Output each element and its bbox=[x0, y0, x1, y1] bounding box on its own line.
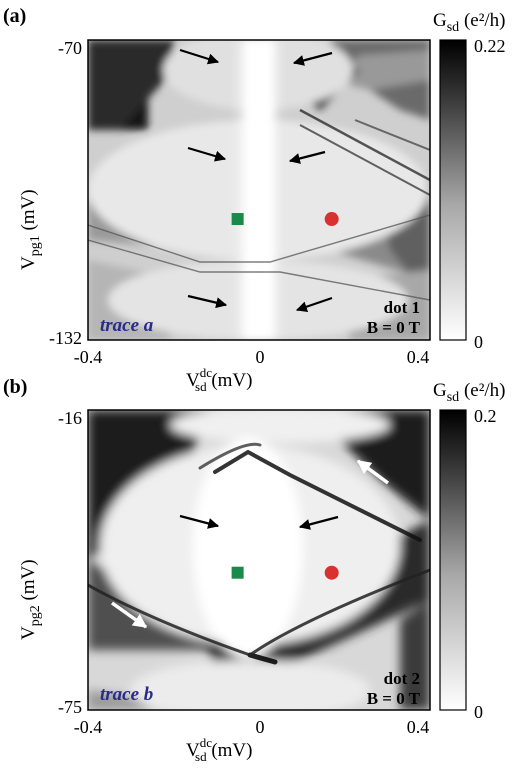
plot-frame-b bbox=[87, 409, 431, 711]
colorbar-title-a: Gsd (e²/h) bbox=[433, 10, 506, 35]
x-axis-label-b: Vdc sd (mV) bbox=[186, 735, 252, 764]
y-tick-top-b: -16 bbox=[58, 408, 82, 428]
square-marker bbox=[231, 213, 244, 226]
x-tick-mid-b: 0 bbox=[256, 717, 265, 737]
x-tick-mid-a: 0 bbox=[256, 347, 265, 367]
arrow-icon bbox=[179, 48, 220, 65]
panel-a: trace a dot 1 B = 0 T (a) -70 -132 -0.4 … bbox=[3, 5, 506, 394]
colorbar-max-a: 0.22 bbox=[474, 36, 506, 56]
heatmap-a bbox=[88, 40, 430, 340]
circle-marker bbox=[324, 565, 339, 580]
x-tick-left-a: -0.4 bbox=[74, 347, 103, 367]
colorbar-min-b: 0 bbox=[474, 702, 483, 722]
circle-marker bbox=[324, 212, 339, 227]
dot-label-a: dot 1 bbox=[384, 298, 420, 317]
x-axis-label-a: Vdc sd (mV) bbox=[186, 365, 252, 394]
colorbar-max-b: 0.2 bbox=[474, 406, 497, 426]
arrows-b bbox=[110, 459, 390, 629]
panel-b: trace b dot 2 B = 0 T (b) -16 -75 -0.4 0… bbox=[3, 376, 506, 764]
arrow-icon bbox=[187, 294, 228, 309]
arrow-icon bbox=[298, 515, 339, 530]
heatmap-b bbox=[88, 410, 430, 710]
y-tick-top-a: -70 bbox=[58, 38, 82, 58]
arrow-icon bbox=[292, 51, 333, 66]
dot-label-b: dot 2 bbox=[384, 669, 420, 688]
arrow-icon bbox=[179, 514, 220, 529]
arrow-icon bbox=[110, 601, 148, 629]
y-axis-label-b: Vpg2 (mV) bbox=[18, 559, 43, 640]
panel-label-b: (b) bbox=[3, 376, 27, 398]
trace-label-b: trace b bbox=[100, 684, 153, 705]
colorbar-b: Gsd (e²/h) 0.2 0 bbox=[433, 380, 506, 722]
x-tick-right-b: 0.4 bbox=[407, 717, 430, 737]
colorbar-title-b: Gsd (e²/h) bbox=[433, 380, 506, 405]
y-tick-bottom-a: -132 bbox=[49, 328, 82, 348]
square-marker bbox=[231, 566, 244, 579]
colorbar-a: Gsd (e²/h) 0.22 0 bbox=[433, 10, 506, 352]
y-tick-bottom-b: -75 bbox=[58, 697, 82, 717]
y-axis-label-a: Vpg1 (mV) bbox=[18, 189, 43, 270]
markers-a bbox=[231, 212, 339, 227]
arrow-icon bbox=[187, 146, 227, 162]
x-tick-right-a: 0.4 bbox=[407, 347, 430, 367]
colorbar-min-a: 0 bbox=[474, 332, 483, 352]
plot-frame-a bbox=[87, 39, 431, 341]
x-tick-left-b: -0.4 bbox=[74, 717, 103, 737]
field-label-a: B = 0 T bbox=[367, 318, 421, 337]
arrow-icon bbox=[295, 296, 333, 312]
field-label-b: B = 0 T bbox=[367, 689, 421, 708]
arrow-icon bbox=[288, 150, 326, 164]
trace-label-a: trace a bbox=[100, 315, 154, 336]
arrows-a bbox=[179, 48, 333, 312]
panel-label-a: (a) bbox=[3, 5, 26, 27]
markers-b bbox=[231, 565, 339, 580]
arrow-icon bbox=[356, 459, 390, 485]
